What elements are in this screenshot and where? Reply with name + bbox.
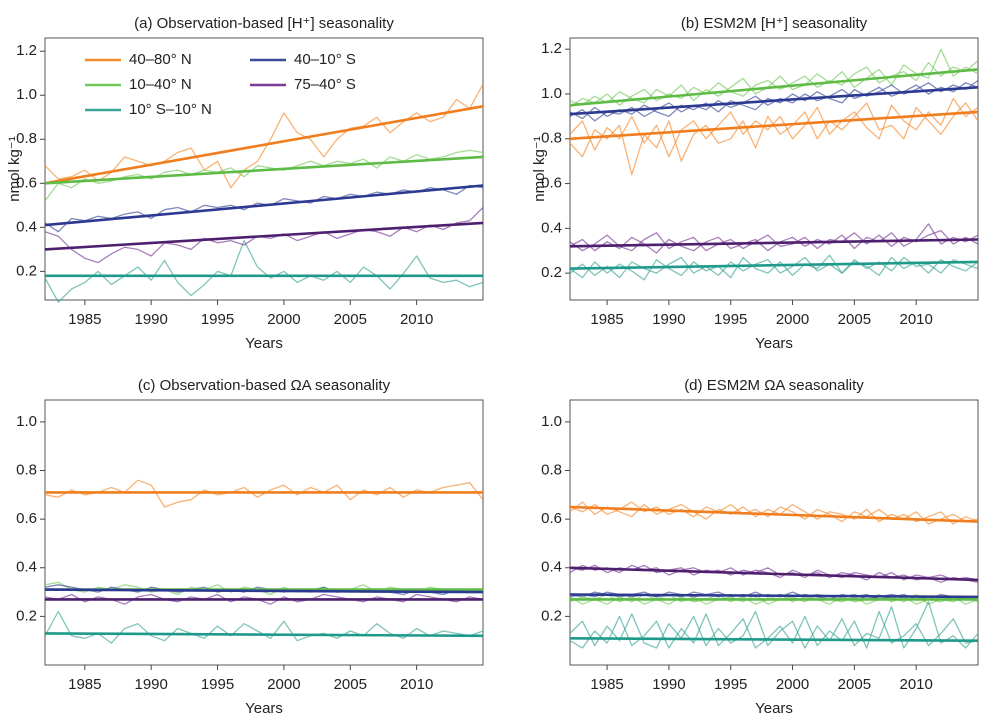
plot-frame <box>44 399 484 666</box>
legend-label: 40–80° N <box>129 51 192 68</box>
chart-title: (a) Observation-based [H⁺] seasonality <box>134 15 394 32</box>
y-tick-label: 1.2 <box>16 42 37 59</box>
x-tick-label: 2010 <box>899 311 932 328</box>
y-tick-label: 0.2 <box>541 264 562 281</box>
x-tick-label: 2005 <box>334 311 367 328</box>
trend-line <box>569 505 979 523</box>
x-tick-label: 1990 <box>134 676 167 693</box>
panel: (a) Observation-based [H⁺] seasonality Ye… <box>6 15 484 352</box>
plot-frame <box>569 399 979 666</box>
x-tick-label: 2010 <box>899 676 932 693</box>
y-tick-label: 0.6 <box>16 510 37 527</box>
x-tick-label: 1995 <box>714 311 747 328</box>
x-axis-label: Years <box>245 700 283 717</box>
trend-line <box>569 110 979 141</box>
chart-title: (d) ESM2M ΩA seasonality <box>684 377 864 394</box>
x-tick-label: 2005 <box>838 676 871 693</box>
x-tick-label: 1985 <box>68 311 101 328</box>
trend-line <box>569 260 979 270</box>
x-axis-label: Years <box>755 700 793 717</box>
trend-line <box>44 155 484 185</box>
y-tick-label: 0.2 <box>541 607 562 624</box>
x-tick-label: 1985 <box>590 311 623 328</box>
series-line <box>44 83 484 189</box>
y-tick-label: 0.6 <box>16 174 37 191</box>
x-tick-label: 2000 <box>776 676 809 693</box>
x-tick-label: 1995 <box>201 311 234 328</box>
x-tick-label: 2010 <box>400 311 433 328</box>
plot-frame <box>569 37 979 301</box>
x-tick-label: 1990 <box>652 311 685 328</box>
y-tick-label: 0.6 <box>541 175 562 192</box>
x-tick-label: 1995 <box>201 676 234 693</box>
x-tick-label: 2010 <box>400 676 433 693</box>
legend-label: 10–40° N <box>129 76 192 93</box>
y-tick-label: 0.4 <box>16 559 37 576</box>
panel: (b) ESM2M [H⁺] seasonality Years nmol kg⁻¹… <box>531 15 979 352</box>
x-tick-label: 2000 <box>267 311 300 328</box>
y-tick-label: 1.2 <box>541 40 562 57</box>
series-line <box>569 97 979 158</box>
legend-label: 75–40° S <box>294 76 356 93</box>
y-axis-label: nmol kg⁻¹ <box>531 136 548 201</box>
y-tick-label: 0.2 <box>16 607 37 624</box>
legend-label: 10° S–10° N <box>129 101 212 118</box>
y-tick-label: 0.2 <box>16 262 37 279</box>
plot-frame <box>44 37 484 301</box>
y-tick-label: 0.4 <box>16 218 37 235</box>
x-tick-label: 1995 <box>714 676 747 693</box>
x-tick-label: 1985 <box>68 676 101 693</box>
x-tick-label: 1985 <box>590 676 623 693</box>
y-tick-label: 0.8 <box>541 130 562 147</box>
y-tick-label: 1.0 <box>541 85 562 102</box>
y-tick-label: 0.8 <box>16 461 37 478</box>
series-line <box>569 254 979 281</box>
y-tick-label: 1.0 <box>16 413 37 430</box>
trend-line <box>569 68 979 107</box>
trend-line <box>44 221 484 251</box>
x-tick-label: 1990 <box>652 676 685 693</box>
x-axis-label: Years <box>245 335 283 352</box>
trend-line <box>44 632 484 638</box>
series-line <box>44 239 484 303</box>
x-tick-label: 2000 <box>776 311 809 328</box>
trend-line <box>569 238 979 248</box>
series-line <box>569 48 979 106</box>
x-tick-label: 2000 <box>267 676 300 693</box>
trend-line <box>44 184 484 227</box>
trend-line <box>44 105 484 185</box>
legend-label: 40–10° S <box>294 51 356 68</box>
series-line <box>44 149 484 202</box>
chart-title: (b) ESM2M [H⁺] seasonality <box>681 15 868 32</box>
trend-line <box>569 86 979 116</box>
x-tick-label: 2005 <box>838 311 871 328</box>
series-line <box>569 610 979 649</box>
y-tick-label: 1.0 <box>541 413 562 430</box>
trend-line <box>569 637 979 642</box>
chart-title: (c) Observation-based ΩA seasonality <box>138 377 391 394</box>
series-line <box>569 223 979 254</box>
y-tick-label: 1.0 <box>16 86 37 103</box>
x-tick-label: 1990 <box>134 311 167 328</box>
trend-line <box>569 566 979 582</box>
y-tick-label: 0.4 <box>541 559 562 576</box>
x-axis-label: Years <box>755 335 793 352</box>
x-tick-label: 2005 <box>334 676 367 693</box>
y-tick-label: 0.4 <box>541 219 562 236</box>
y-tick-label: 0.8 <box>16 130 37 147</box>
trend-line <box>44 588 484 594</box>
trend-line <box>569 593 979 599</box>
series-line <box>44 610 484 644</box>
y-tick-label: 0.8 <box>541 461 562 478</box>
y-tick-label: 0.6 <box>541 510 562 527</box>
panel: (d) ESM2M ΩA seasonality Years 1985 1990 199… <box>541 377 979 717</box>
y-axis-label: nmol kg⁻¹ <box>6 136 23 201</box>
panel: (c) Observation-based ΩA seasonality Year… <box>16 377 484 717</box>
